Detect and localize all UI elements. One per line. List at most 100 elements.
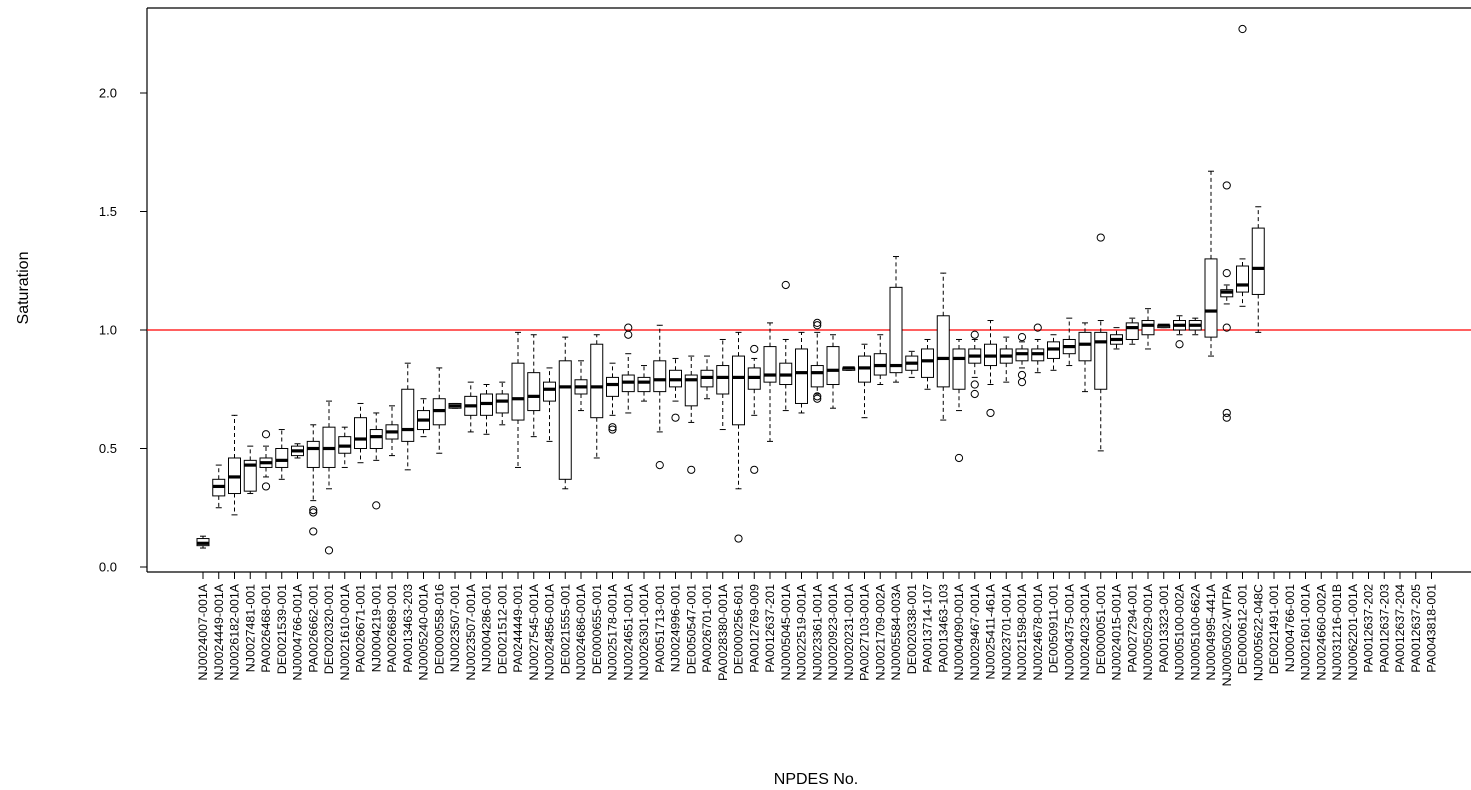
y-tick-label: 1.5 xyxy=(99,204,117,219)
x-tick-label: NJ0024996-001 xyxy=(669,584,683,672)
x-tick-label: DE0000655-001 xyxy=(590,584,604,674)
x-tick-label: NJ0031216-001B xyxy=(1330,584,1344,680)
box xyxy=(590,343,604,419)
box xyxy=(511,362,525,421)
y-tick-label: 1.0 xyxy=(99,323,117,338)
box xyxy=(716,365,730,395)
box xyxy=(527,372,541,412)
x-tick-label: DE0021491-001 xyxy=(1267,584,1281,674)
x-tick-label: NJ0023701-001A xyxy=(999,583,1013,680)
outlier-point xyxy=(687,465,696,474)
outlier-point xyxy=(261,430,271,439)
x-tick-label: DE0021512-001 xyxy=(495,584,509,674)
x-tick-label: PA0013714-107 xyxy=(921,584,935,673)
x-tick-label: NJ0005584-003A xyxy=(889,583,903,680)
x-tick-label: PA0026689-001 xyxy=(385,584,399,673)
x-tick-label: NJ0005100-002A xyxy=(1173,583,1187,680)
outlier-point xyxy=(1096,233,1105,242)
x-tick-label: NJ0026182-001A xyxy=(228,583,242,680)
outlier-point xyxy=(1017,333,1027,342)
x-tick-label: PA0012637-202 xyxy=(1362,584,1376,673)
outlier-point xyxy=(970,330,979,339)
box xyxy=(810,365,824,388)
outlier-point xyxy=(986,408,995,418)
x-tick-label: NJ0021709-002A xyxy=(873,583,887,680)
x-tick-label: DE0020320-001 xyxy=(322,584,336,674)
x-tick-label: PA0013323-001 xyxy=(1157,584,1171,673)
outlier-point xyxy=(309,506,318,515)
x-tick-label: NJ0023507-001 xyxy=(448,584,462,672)
x-tick-label: NJ0020923-001A xyxy=(826,583,840,680)
x-tick-label: NJ0004766-001A xyxy=(291,583,305,680)
outlier-point xyxy=(1033,323,1042,332)
x-tick-label: NJ0005002-WTPA xyxy=(1220,583,1234,686)
box xyxy=(401,388,415,442)
box xyxy=(354,417,367,450)
x-tick-label: NJ0023361-001A xyxy=(810,583,824,680)
box xyxy=(1251,227,1265,295)
outlier-point xyxy=(1222,323,1231,332)
box xyxy=(1078,331,1092,362)
x-tick-label: PA0013463-103 xyxy=(936,584,950,673)
x-tick-label: NJ0004286-001 xyxy=(480,584,494,672)
x-tick-label: NJ0005240-001A xyxy=(417,583,431,680)
y-tick-label: 0.0 xyxy=(99,560,117,575)
box xyxy=(275,448,289,468)
box xyxy=(1094,331,1108,390)
outlier-point xyxy=(608,423,617,432)
box xyxy=(637,376,651,393)
outlier-point xyxy=(671,413,680,422)
box xyxy=(558,360,572,480)
outlier-point xyxy=(734,534,743,543)
outlier-point xyxy=(1222,413,1231,422)
x-tick-label: NJ0025411-461A xyxy=(984,583,998,679)
x-tick-label: NJ0029467-001A xyxy=(968,583,982,680)
x-tick-label: DE0020338-001 xyxy=(905,584,919,674)
x-tick-label: PA0012637-201 xyxy=(763,584,777,673)
outlier-point xyxy=(309,508,318,517)
outlier-point xyxy=(324,546,334,555)
x-tick-label: NJ0021601-001A xyxy=(1299,583,1313,680)
x-tick-label: NJ0024015-001A xyxy=(1110,583,1124,680)
box xyxy=(495,393,509,414)
box xyxy=(826,346,840,386)
box xyxy=(921,348,934,378)
outlier-point xyxy=(970,389,979,399)
y-tick-label: 2.0 xyxy=(99,86,117,101)
outlier-point xyxy=(372,501,381,510)
x-tick-label: NJ0027481-001 xyxy=(243,584,257,672)
outlier-point xyxy=(970,380,979,389)
x-tick-label: NJ0062201-001A xyxy=(1346,583,1360,680)
outlier-point xyxy=(655,460,664,470)
outlier-point xyxy=(813,321,822,330)
box xyxy=(369,429,383,450)
outlier-point xyxy=(1222,269,1231,278)
x-tick-label: PA0012637-204 xyxy=(1393,584,1407,673)
outlier-point xyxy=(1017,370,1027,380)
box xyxy=(1141,320,1155,336)
x-tick-label: DE0050911-001 xyxy=(1047,584,1061,673)
x-tick-label: PA0013463-203 xyxy=(401,584,415,673)
box xyxy=(936,315,950,388)
x-tick-label: DE0000558-016 xyxy=(432,584,446,674)
x-tick-label: PA0027294-001 xyxy=(1125,584,1139,673)
box xyxy=(653,360,667,393)
x-tick-label: DE0000256-601 xyxy=(732,584,746,674)
box xyxy=(889,286,903,374)
x-tick-label: NJ0004766-001 xyxy=(1283,584,1297,672)
x-tick-label: DE0021555-001 xyxy=(558,584,572,674)
box xyxy=(1125,322,1139,340)
x-tick-label: NJ0004219-001 xyxy=(369,584,383,672)
x-tick-label: NJ0005100-662A xyxy=(1188,583,1202,680)
x-tick-label: NJ0021598-001A xyxy=(1015,583,1029,680)
x-tick-label: DE0050547-001 xyxy=(684,584,698,674)
box xyxy=(795,348,808,404)
box xyxy=(684,374,698,407)
x-axis-title: NPDES No. xyxy=(774,771,858,788)
x-tick-label: PA0026671-001 xyxy=(354,584,368,673)
outlier-point xyxy=(261,482,271,491)
outlier-point xyxy=(309,527,318,536)
box xyxy=(1236,265,1249,293)
x-tick-label: PA0012637-205 xyxy=(1409,584,1423,673)
